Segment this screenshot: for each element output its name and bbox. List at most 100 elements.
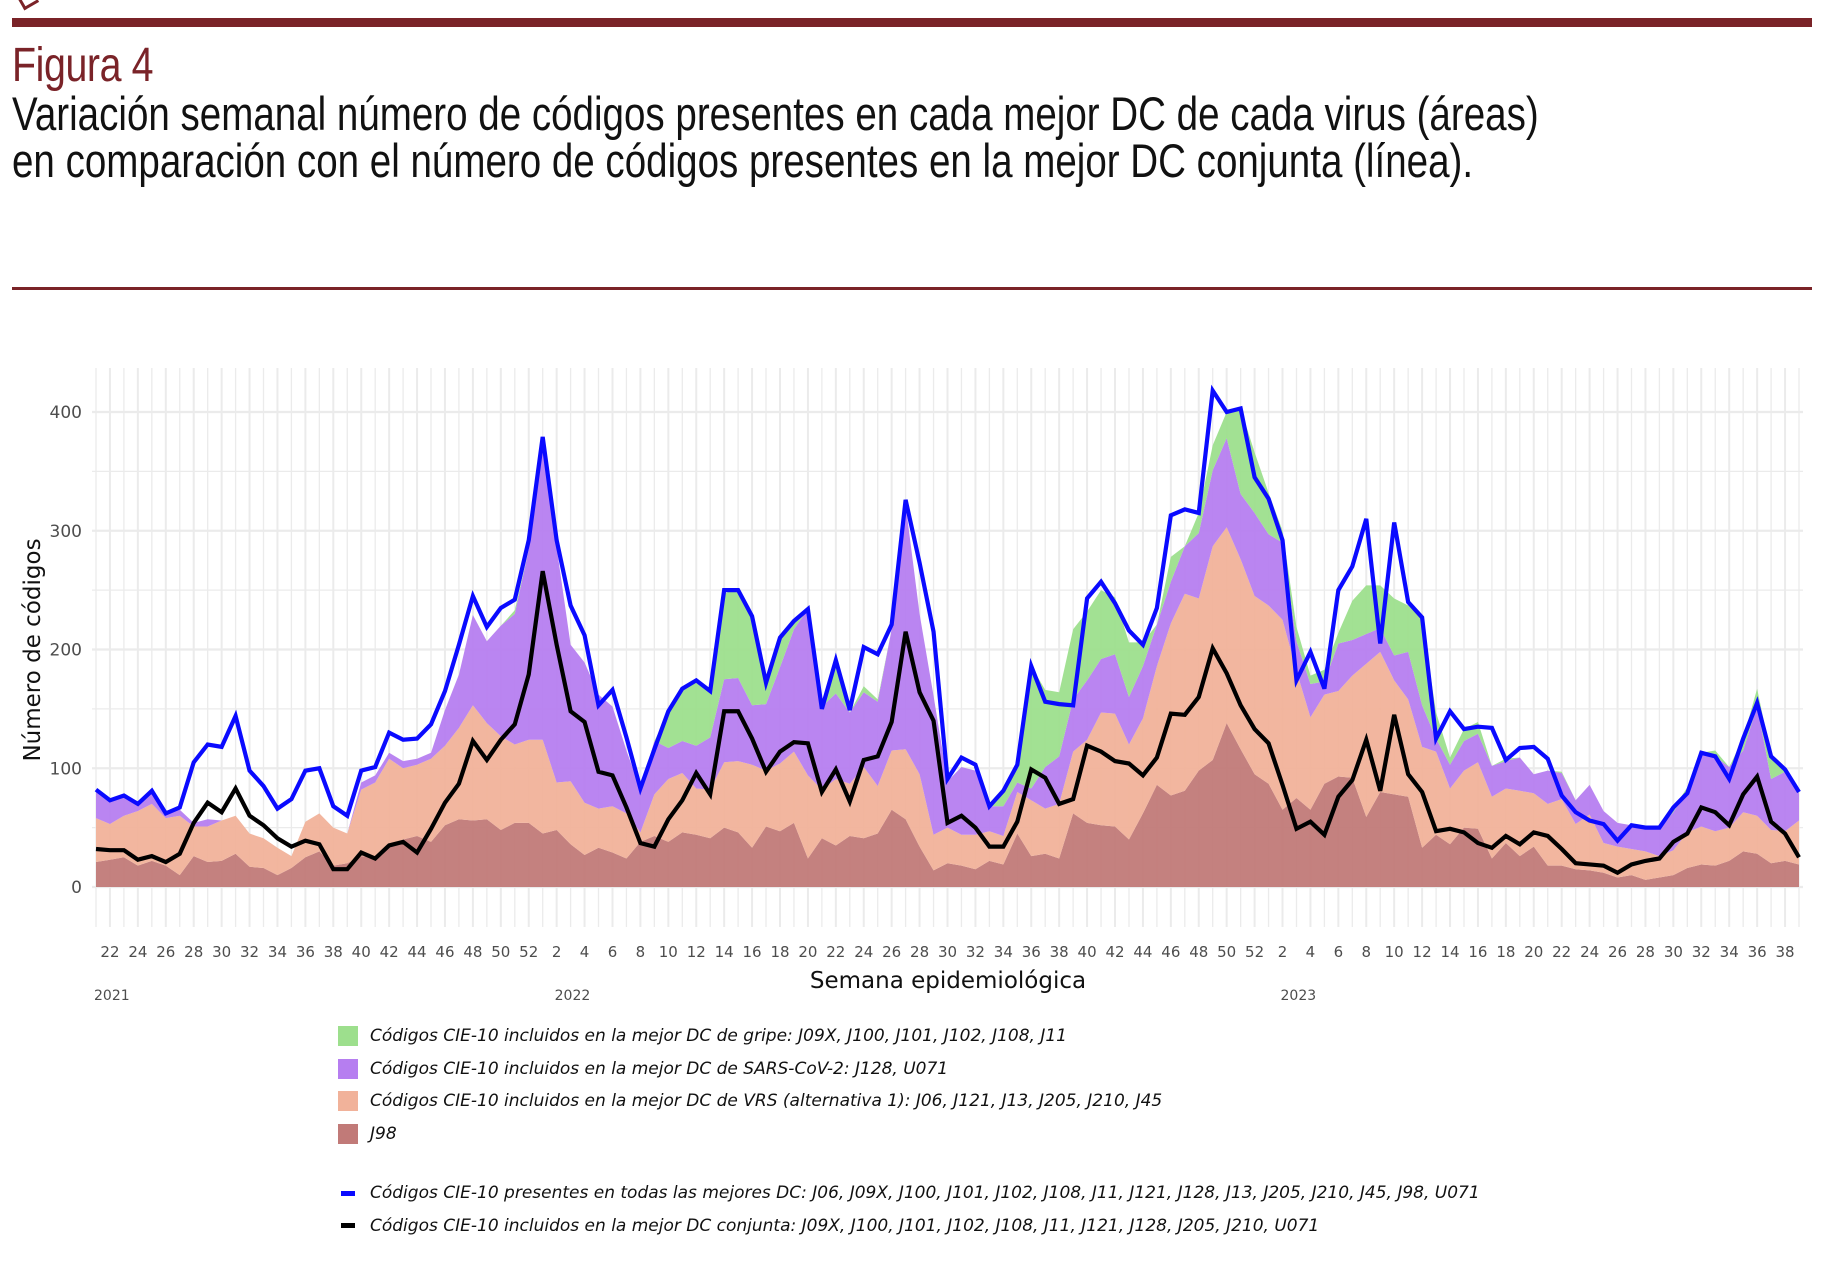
year-labels: 2021 2022 2023 bbox=[94, 988, 1316, 1004]
line-series bbox=[94, 384, 1801, 876]
x-tick-label: 12 bbox=[1413, 943, 1432, 961]
x-tick-label: 6 bbox=[608, 943, 618, 961]
x-tick-label: 24 bbox=[128, 943, 147, 961]
figure-label: Figura 4 bbox=[12, 39, 154, 92]
x-axis-ticks: 22 24 26 28 30 32 34 36 38 40 42 44 46 48 50 52 2 4 6 8 10 12… bbox=[100, 943, 1794, 961]
legend-label-vrs: Códigos CIE-10 incluidos en la mejor DC … bbox=[370, 1091, 1163, 1112]
x-tick-label: 26 bbox=[1608, 943, 1627, 961]
x-tick-label: 48 bbox=[1189, 943, 1208, 961]
x-tick-label: 38 bbox=[324, 943, 343, 961]
y-tick-label: 100 bbox=[50, 759, 82, 779]
x-tick-label: 38 bbox=[1050, 943, 1069, 961]
x-tick-label: 34 bbox=[268, 943, 287, 961]
legend-item-sars: Códigos CIE-10 incluidos en la mejor DC … bbox=[338, 1053, 1480, 1086]
year-label: 2022 bbox=[555, 988, 591, 1004]
x-tick-label: 48 bbox=[463, 943, 482, 961]
x-tick-label: 30 bbox=[938, 943, 957, 961]
divider-rule bbox=[12, 287, 1812, 290]
x-tick-label: 22 bbox=[1552, 943, 1571, 961]
x-tick-label: 38 bbox=[1775, 943, 1794, 961]
x-tick-label: 50 bbox=[491, 943, 510, 961]
x-tick-label: 16 bbox=[743, 943, 762, 961]
x-tick-label: 34 bbox=[994, 943, 1013, 961]
year-label: 2023 bbox=[1281, 988, 1317, 1004]
x-tick-label: 26 bbox=[156, 943, 175, 961]
legend: Códigos CIE-10 incluidos en la mejor DC … bbox=[338, 1020, 1480, 1242]
x-tick-label: 12 bbox=[687, 943, 706, 961]
x-tick-label: 44 bbox=[1133, 943, 1152, 961]
figure-title-line-1: Variación semanal número de códigos pres… bbox=[12, 87, 1539, 140]
x-tick-label: 2 bbox=[1278, 943, 1288, 961]
x-tick-label: 6 bbox=[1334, 943, 1344, 961]
year-label: 2021 bbox=[94, 988, 130, 1004]
x-tick-label: 52 bbox=[1245, 943, 1264, 961]
legend-swatch-gripe bbox=[338, 1026, 358, 1047]
x-tick-label: 46 bbox=[435, 943, 454, 961]
x-tick-label: 52 bbox=[519, 943, 538, 961]
logo-fragment bbox=[17, 0, 40, 11]
x-axis-title: Semana epidemiológica bbox=[810, 968, 1086, 994]
legend-label-conjunta: Códigos CIE-10 incluidos en la mejor DC … bbox=[370, 1215, 1320, 1236]
x-tick-label: 42 bbox=[380, 943, 399, 961]
x-tick-label: 22 bbox=[826, 943, 845, 961]
figure-title: Variación semanal número de códigos pres… bbox=[12, 90, 1539, 184]
x-tick-label: 4 bbox=[580, 943, 590, 961]
x-tick-label: 18 bbox=[770, 943, 789, 961]
x-tick-label: 36 bbox=[1748, 943, 1767, 961]
x-tick-label: 24 bbox=[1580, 943, 1599, 961]
x-tick-label: 32 bbox=[1692, 943, 1711, 961]
top-rule bbox=[12, 18, 1812, 27]
x-tick-label: 24 bbox=[854, 943, 873, 961]
legend-label-gripe: Códigos CIE-10 incluidos en la mejor DC … bbox=[370, 1026, 1067, 1047]
x-tick-label: 14 bbox=[1440, 943, 1459, 961]
y-tick-label: 200 bbox=[50, 641, 82, 661]
x-tick-label: 40 bbox=[352, 943, 371, 961]
y-tick-label: 400 bbox=[50, 403, 82, 423]
legend-swatch-conjunta bbox=[341, 1223, 355, 1229]
x-tick-label: 42 bbox=[1105, 943, 1124, 961]
x-tick-label: 20 bbox=[798, 943, 817, 961]
legend-item-gripe: Códigos CIE-10 incluidos en la mejor DC … bbox=[338, 1020, 1480, 1053]
x-tick-label: 40 bbox=[1078, 943, 1097, 961]
x-tick-label: 30 bbox=[1664, 943, 1683, 961]
x-tick-label: 32 bbox=[240, 943, 259, 961]
x-tick-label: 26 bbox=[882, 943, 901, 961]
x-tick-label: 28 bbox=[910, 943, 929, 961]
line-conjunta bbox=[95, 570, 1801, 876]
x-tick-label: 16 bbox=[1468, 943, 1487, 961]
x-tick-label: 36 bbox=[296, 943, 315, 961]
x-tick-label: 28 bbox=[184, 943, 203, 961]
legend-item-j98: J98 bbox=[338, 1118, 1480, 1151]
x-tick-label: 44 bbox=[408, 943, 427, 961]
legend-item-total: Códigos CIE-10 presentes en todas las me… bbox=[338, 1177, 1480, 1210]
legend-label-j98: J98 bbox=[370, 1123, 397, 1144]
x-tick-label: 8 bbox=[636, 943, 646, 961]
legend-swatch-vrs bbox=[338, 1091, 358, 1112]
legend-label-total: Códigos CIE-10 presentes en todas las me… bbox=[370, 1183, 1480, 1204]
y-tick-label: 0 bbox=[71, 878, 82, 898]
x-tick-label: 30 bbox=[212, 943, 231, 961]
legend-swatch-total bbox=[341, 1190, 355, 1196]
x-tick-label: 34 bbox=[1720, 943, 1739, 961]
x-tick-label: 10 bbox=[1385, 943, 1404, 961]
x-tick-label: 28 bbox=[1636, 943, 1655, 961]
y-axis-ticks: 0 100 200 300 400 bbox=[50, 403, 82, 898]
x-tick-label: 22 bbox=[100, 943, 119, 961]
legend-item-conjunta: Códigos CIE-10 incluidos en la mejor DC … bbox=[338, 1210, 1480, 1243]
y-tick-label: 300 bbox=[50, 522, 82, 542]
x-tick-label: 32 bbox=[966, 943, 985, 961]
area-vrs bbox=[96, 527, 1799, 880]
x-tick-label: 8 bbox=[1361, 943, 1371, 961]
x-tick-label: 10 bbox=[659, 943, 678, 961]
x-tick-label: 50 bbox=[1217, 943, 1236, 961]
legend-swatch-j98 bbox=[338, 1123, 358, 1144]
area-j98 bbox=[96, 723, 1799, 887]
x-tick-label: 4 bbox=[1306, 943, 1316, 961]
line-total bbox=[94, 384, 1801, 844]
x-tick-label: 2 bbox=[552, 943, 562, 961]
area-layers bbox=[96, 408, 1799, 887]
x-tick-label: 14 bbox=[715, 943, 734, 961]
x-tick-label: 18 bbox=[1496, 943, 1515, 961]
figure-title-line-2: en comparación con el número de códigos … bbox=[12, 134, 1474, 187]
